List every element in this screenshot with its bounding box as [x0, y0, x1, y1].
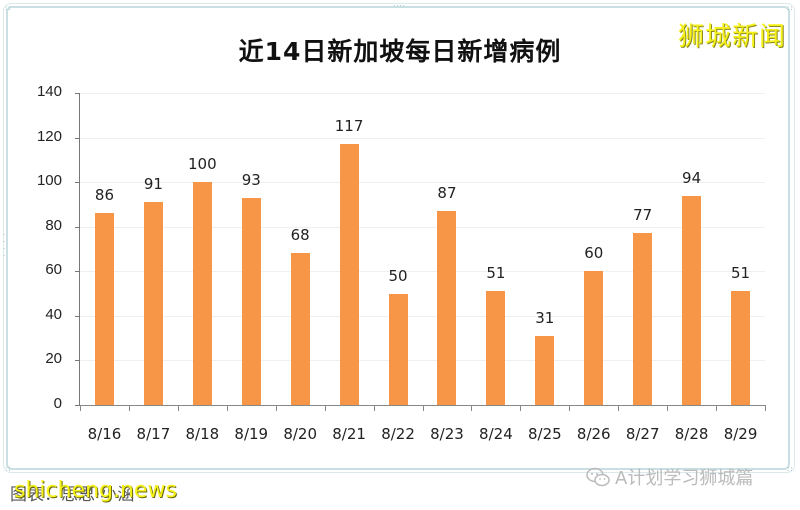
resize-handle-top[interactable]: ····	[393, 2, 406, 10]
x-tick	[520, 405, 522, 411]
y-tick	[75, 93, 80, 94]
footer-source: A计划学习狮城篇	[585, 464, 753, 490]
caption-text: 图表：思思·小涵	[10, 485, 135, 505]
x-tick-label: 8/18	[185, 425, 220, 443]
x-tick	[765, 405, 766, 411]
gridline	[80, 271, 765, 273]
resize-handle-top-left[interactable]: ::	[5, 4, 12, 12]
x-tick	[667, 405, 669, 411]
gridline	[80, 315, 765, 317]
bar-value-label: 51	[730, 264, 751, 283]
bar[interactable]	[437, 211, 457, 405]
bar-value-label: 68	[290, 226, 310, 245]
wechat-icon	[586, 467, 610, 487]
bar[interactable]	[143, 202, 163, 405]
y-tick-label: 140	[36, 83, 62, 100]
source-label: A计划学习狮城篇	[615, 468, 754, 489]
watermark-bottom-left: shicheng.news	[14, 478, 177, 503]
x-tick-label: 8/28	[674, 425, 709, 443]
bar-value-label: 77	[633, 206, 653, 225]
x-tick	[422, 405, 424, 411]
bar[interactable]	[535, 335, 555, 405]
bar[interactable]	[290, 253, 310, 405]
y-axis	[79, 93, 80, 406]
bar[interactable]	[584, 271, 604, 405]
gridline	[80, 360, 765, 362]
y-tick	[75, 226, 80, 228]
y-tick	[75, 360, 80, 362]
x-tick-label: 8/17	[136, 425, 171, 443]
resize-handle-bottom-left[interactable]: ::	[5, 465, 12, 473]
resize-handle-top-right[interactable]: ::	[787, 4, 794, 12]
x-tick-label: 8/26	[576, 425, 611, 443]
y-tick-label: 60	[45, 261, 62, 279]
bar[interactable]	[192, 182, 212, 405]
x-tick	[569, 405, 571, 411]
x-tick	[373, 405, 375, 411]
bar-value-label: 86	[94, 186, 114, 205]
bar[interactable]	[388, 293, 408, 405]
bar[interactable]	[241, 197, 261, 405]
x-tick	[471, 405, 473, 411]
chart-title: 近14日新加坡每日新增病例	[238, 37, 562, 66]
x-tick-label: 8/24	[479, 425, 513, 443]
bar-value-label: 93	[241, 170, 261, 189]
bar[interactable]	[486, 291, 506, 405]
gridline	[80, 226, 765, 228]
y-tick	[75, 182, 80, 184]
y-tick	[75, 315, 80, 317]
x-tick	[716, 405, 718, 411]
x-tick-label: 8/22	[381, 425, 415, 443]
x-tick	[275, 405, 277, 411]
y-tick	[75, 137, 80, 139]
bar-value-label: 31	[535, 308, 555, 327]
y-tick	[75, 405, 80, 406]
bar-value-label: 94	[682, 168, 702, 187]
x-tick-label: 8/21	[332, 425, 366, 443]
x-tick-label: 8/16	[87, 425, 122, 443]
x-tick	[226, 405, 228, 411]
bar-value-label: 117	[334, 117, 364, 136]
chart-frame-outer	[3, 3, 795, 473]
x-tick-label: 8/23	[430, 425, 464, 443]
x-tick	[128, 405, 130, 411]
bar[interactable]	[94, 213, 114, 405]
x-axis	[79, 405, 765, 406]
gridline	[80, 182, 765, 184]
x-tick-label: 8/25	[527, 425, 562, 443]
gridline	[80, 93, 765, 94]
x-tick-label: 8/27	[625, 425, 660, 443]
x-tick	[618, 405, 620, 411]
resize-handle-left[interactable]: · · · ·	[3, 231, 7, 260]
x-tick-label: 8/20	[283, 425, 318, 443]
y-tick-label: 120	[36, 127, 62, 145]
bar-value-label: 100	[187, 155, 217, 174]
x-tick	[177, 405, 179, 411]
bar-value-label: 91	[143, 175, 163, 194]
y-tick-label: 20	[45, 350, 62, 368]
bar[interactable]	[339, 144, 359, 405]
y-tick-label: 0	[53, 395, 62, 412]
x-tick	[80, 405, 81, 411]
watermark-top-right: 狮城新闻	[677, 22, 786, 52]
y-tick-label: 80	[45, 216, 62, 234]
bar[interactable]	[682, 195, 702, 405]
x-tick-label: 8/19	[234, 425, 269, 443]
bar[interactable]	[731, 291, 751, 405]
x-tick-label: 8/29	[723, 425, 758, 443]
x-tick	[324, 405, 326, 411]
bar-value-label: 51	[486, 264, 506, 283]
bar-value-label: 87	[437, 184, 457, 203]
y-tick-label: 40	[45, 305, 62, 323]
bar[interactable]	[633, 233, 653, 405]
y-tick	[75, 271, 80, 273]
resize-handle-bottom-right[interactable]: ::	[787, 465, 794, 473]
gridline	[80, 137, 765, 139]
footer-caption: 图表：思思·小涵 shicheng.news	[10, 478, 177, 505]
bar-value-label: 60	[584, 244, 604, 263]
bar-value-label: 50	[388, 266, 408, 285]
y-tick-label: 100	[36, 172, 62, 190]
